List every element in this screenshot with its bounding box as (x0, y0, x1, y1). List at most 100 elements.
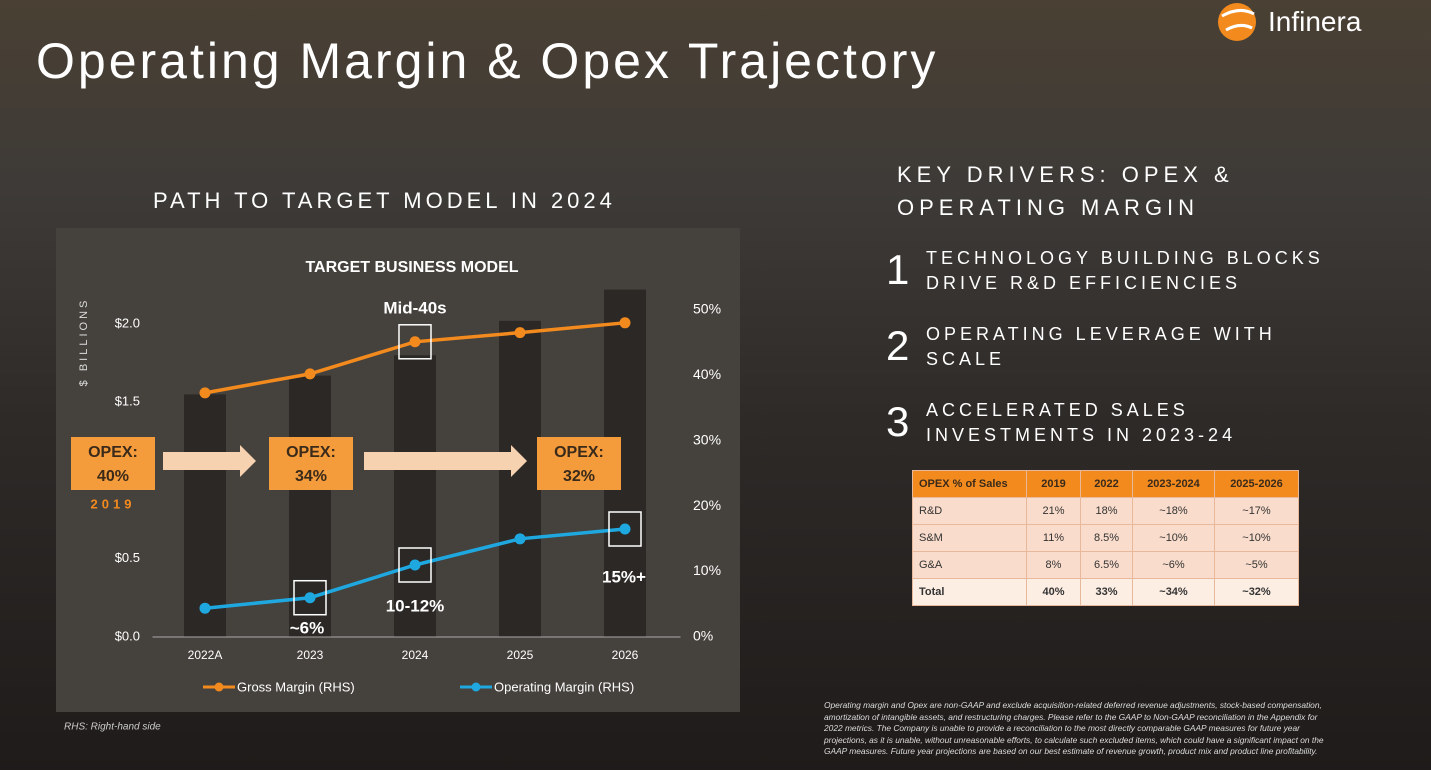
y2-tick-label: 0% (693, 628, 713, 644)
arrow-head (511, 445, 527, 477)
series-marker (199, 387, 211, 399)
slide-title: Operating Margin & Opex Trajectory (36, 33, 939, 89)
table-row: G&A 8% 6.5% ~6% ~5% (912, 551, 1299, 579)
driver-text: OPERATING LEVERAGE WITH (926, 324, 1276, 344)
highlight-box (293, 579, 327, 616)
opex-value: 32% (563, 468, 595, 485)
annotation: ~6% (290, 618, 325, 637)
series-marker (304, 368, 316, 380)
table-cell: ~32% (1214, 578, 1299, 606)
table-cell: ~18% (1132, 497, 1215, 525)
table-cell: 6.5% (1080, 551, 1133, 579)
table-cell: G&A (912, 551, 1027, 579)
section-heading: PATH TO TARGET MODEL IN 2024 (153, 188, 616, 213)
series-marker (514, 327, 526, 339)
table-cell: R&D (912, 497, 1027, 525)
table-cell: ~6% (1132, 551, 1215, 579)
annotation: Mid-40s (383, 298, 446, 317)
logo-icon-swoosh (1221, 9, 1255, 32)
legend-label: Gross Margin (RHS) (237, 679, 355, 694)
y2-tick-label: 50% (693, 300, 721, 316)
footnote-line: Operating margin and Opex are non-GAAP a… (824, 700, 1322, 710)
footnote-line: amortization of intangible assets, and r… (824, 711, 1318, 722)
opex-box (537, 437, 621, 490)
table-cell: Total (912, 578, 1027, 606)
arrow-shaft (364, 452, 513, 470)
footnote-line: 2022 metrics. The Company is unable to p… (824, 723, 1300, 733)
x-tick-label: 2022A (188, 648, 223, 662)
table-cell: 8.5% (1080, 524, 1133, 552)
driver-text: SCALE (926, 349, 1006, 369)
y-tick-label: $0.5 (115, 550, 140, 565)
y-tick-label: $0.0 (115, 628, 140, 643)
legend-marker (471, 682, 481, 692)
footnote-line: GAAP measures. Future year projections a… (824, 746, 1318, 756)
x-tick-label: 2026 (612, 648, 639, 662)
table-cell: S&M (912, 524, 1027, 552)
bar (499, 320, 541, 637)
table-row: S&M 11% 8.5% ~10% ~10% (912, 524, 1299, 552)
table-cell: 11% (1026, 524, 1081, 552)
driver-text: TECHNOLOGY BUILDING BLOCKS (926, 248, 1324, 268)
bar (394, 355, 436, 637)
y-tick-label: $2.0 (115, 315, 140, 330)
annotation: 10-12% (386, 596, 445, 615)
opex-label: OPEX: (88, 444, 138, 461)
highlight-box (608, 511, 642, 547)
table-cell: 2019 (1026, 470, 1081, 498)
bar (184, 394, 226, 637)
series-marker (514, 533, 526, 545)
opex-box (269, 437, 353, 490)
logo-icon (1218, 3, 1256, 41)
table-cell: ~5% (1214, 551, 1299, 579)
table-row: R&D 21% 18% ~18% ~17% (912, 497, 1299, 525)
table-cell: 40% (1026, 578, 1081, 606)
table-cell: ~17% (1214, 497, 1299, 525)
highlight-box (398, 547, 432, 583)
opex-label: OPEX: (286, 444, 336, 461)
series-marker (619, 523, 631, 535)
y-axis-label: $ BILLIONS (78, 298, 90, 387)
drivers-heading: OPERATING MARGIN (897, 195, 1200, 220)
x-tick-label: 2025 (507, 648, 534, 662)
annotation: 15%+ (602, 567, 646, 586)
y2-tick-label: 10% (693, 562, 721, 578)
opex-table: OPEX % of Sales 2019 2022 2023-2024 2025-202… (912, 470, 1299, 606)
opex-value: 34% (295, 468, 327, 485)
x-tick-label: 2023 (297, 648, 324, 662)
legend-label: Operating Margin (RHS) (494, 679, 634, 694)
table-cell: 18% (1080, 497, 1133, 525)
series-marker (409, 559, 421, 571)
table-cell: 2025-2026 (1214, 470, 1299, 498)
opex-year: 2019 (91, 496, 136, 511)
y2-tick-label: 20% (693, 497, 721, 513)
arrow-head (240, 445, 256, 477)
drivers-heading: KEY DRIVERS: OPEX & (897, 162, 1234, 187)
driver-number: 1 (886, 246, 910, 293)
series-marker (619, 317, 631, 329)
table-cell: ~10% (1214, 524, 1299, 552)
y2-tick-label: 40% (693, 366, 721, 382)
table-cell: 2023-2024 (1132, 470, 1215, 498)
opex-label: OPEX: (554, 444, 604, 461)
table-cell: ~10% (1132, 524, 1215, 552)
table-cell: 8% (1026, 551, 1081, 579)
driver-text: INVESTMENTS IN 2023-24 (926, 425, 1237, 445)
table-cell: 2022 (1080, 470, 1133, 498)
opex-box (71, 437, 155, 490)
driver-text: ACCELERATED SALES (926, 400, 1189, 420)
table-cell: ~34% (1132, 578, 1215, 606)
footnote-line: projections, as it is unable, without un… (824, 734, 1324, 745)
table-row: Total 40% 33% ~34% ~32% (912, 578, 1299, 606)
table-cell: 33% (1080, 578, 1133, 606)
logo-text: Infinera (1268, 6, 1362, 37)
arrow-shaft (163, 452, 242, 470)
legend-marker (214, 682, 224, 692)
y-tick-label: $1.5 (115, 394, 140, 409)
opex-value: 40% (97, 468, 129, 485)
driver-number: 2 (886, 322, 910, 369)
driver-text: DRIVE R&D EFFICIENCIES (926, 273, 1242, 293)
series-marker (304, 592, 316, 604)
